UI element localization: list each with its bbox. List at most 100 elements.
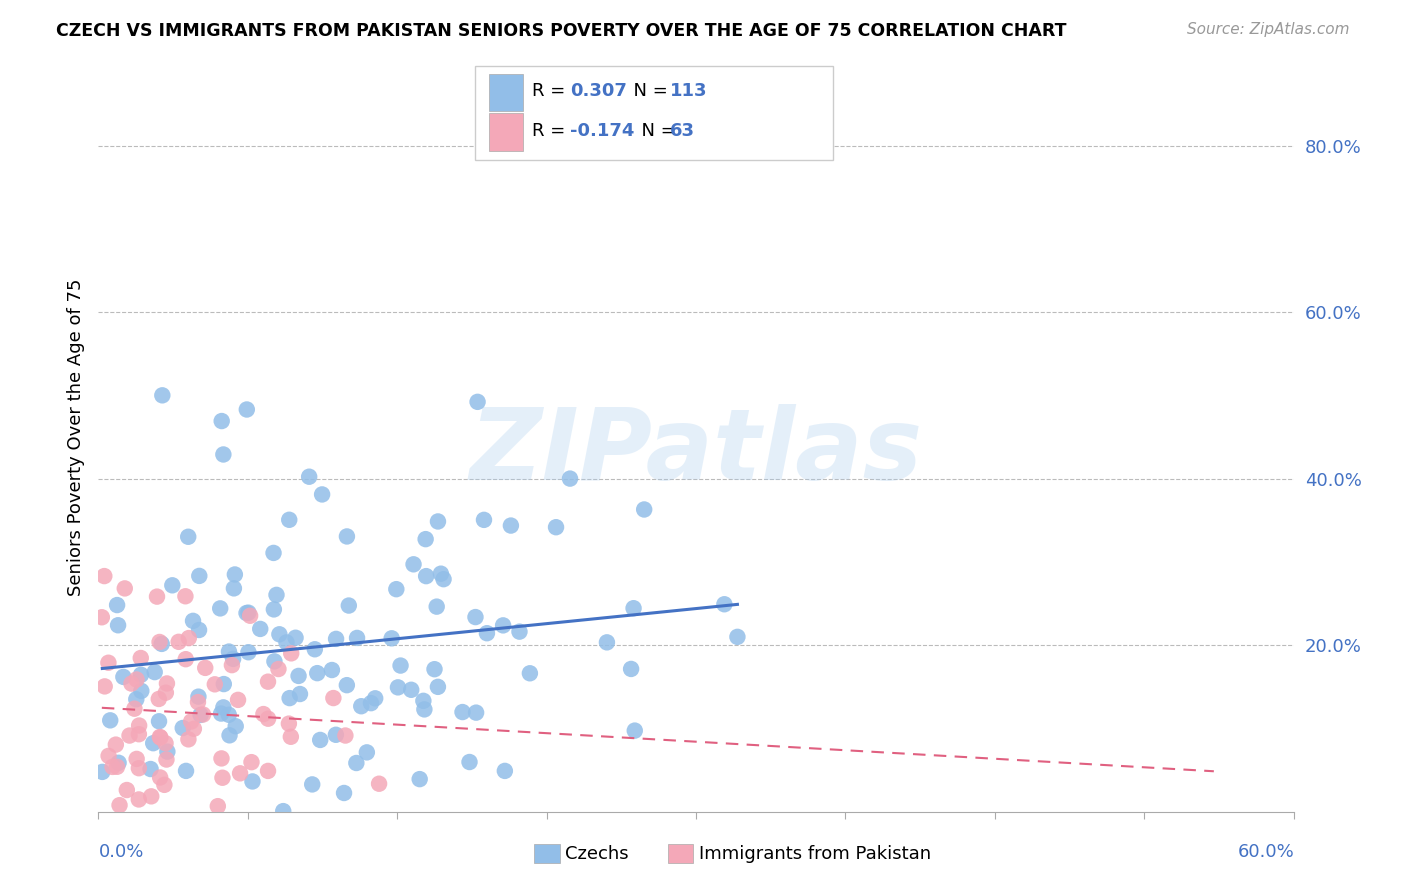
Point [344,756,367,770]
Point [475,626,498,640]
Point [426,680,449,694]
Point [125,673,148,687]
Point [472,513,495,527]
Point [508,624,530,639]
Point [399,682,422,697]
FancyBboxPatch shape [475,66,834,160]
Point [118,729,141,743]
Text: N =: N = [621,82,673,100]
Point [129,651,152,665]
Point [211,771,233,785]
Point [156,676,179,690]
Point [336,678,359,692]
Point [149,771,172,785]
Point [153,778,176,792]
Point [430,566,453,581]
Point [141,789,163,804]
Point [288,687,311,701]
Point [162,578,184,592]
Point [104,738,127,752]
Text: -0.174: -0.174 [571,122,636,140]
Point [304,642,326,657]
Point [322,691,344,706]
Point [276,635,298,649]
Point [128,727,150,741]
Point [177,631,200,645]
Point [464,610,486,624]
Point [125,692,148,706]
Point [623,723,645,738]
Point [212,677,235,691]
Point [236,402,259,417]
Point [240,755,263,769]
Point [596,635,619,649]
Point [235,606,257,620]
Point [190,707,212,722]
Point [128,718,150,732]
Point [149,730,172,744]
Point [311,487,333,501]
Point [188,623,211,637]
Point [115,783,138,797]
Point [426,599,449,614]
Text: ZIPatlas: ZIPatlas [470,403,922,500]
Point [725,630,748,644]
Point [402,558,425,572]
Point [415,532,437,546]
Point [287,669,309,683]
Point [155,752,177,766]
Point [125,752,148,766]
Point [146,590,169,604]
Point [494,764,516,778]
Point [346,631,368,645]
Point [278,513,301,527]
Point [257,712,280,726]
Point [128,792,150,806]
Point [177,732,200,747]
Point [174,764,197,778]
Y-axis label: Seniors Poverty Over the Age of 75: Seniors Poverty Over the Age of 75 [66,278,84,596]
Point [249,622,271,636]
Point [155,686,177,700]
Point [129,667,152,681]
Text: Immigrants from Pakistan: Immigrants from Pakistan [699,845,931,863]
Point [271,804,294,818]
Point [187,695,209,709]
Point [174,652,197,666]
Point [114,582,136,596]
Point [218,707,240,722]
Point [174,589,197,603]
Point [325,632,347,646]
Point [321,663,343,677]
Point [263,602,285,616]
Point [91,764,114,779]
Point [209,706,232,721]
Point [191,707,214,722]
Point [108,798,131,813]
Point [177,530,200,544]
Point [284,631,307,645]
Point [278,691,301,706]
Point [148,692,170,706]
Point [467,394,489,409]
Point [426,515,449,529]
Point [263,546,285,560]
Point [423,662,446,676]
Text: 60.0%: 60.0% [1239,843,1295,861]
Point [465,706,488,720]
Point [713,597,735,611]
Point [183,722,205,736]
Point [325,728,347,742]
Point [333,786,356,800]
Point [266,588,288,602]
Text: R =: R = [533,82,571,100]
Point [280,646,302,660]
Point [222,582,245,596]
Point [267,662,290,676]
Text: 0.307: 0.307 [571,82,627,100]
Point [242,774,264,789]
Point [212,700,235,714]
Text: CZECH VS IMMIGRANTS FROM PAKISTAN SENIORS POVERTY OVER THE AGE OF 75 CORRELATION: CZECH VS IMMIGRANTS FROM PAKISTAN SENIOR… [56,22,1067,40]
Point [148,714,170,729]
Point [93,569,115,583]
